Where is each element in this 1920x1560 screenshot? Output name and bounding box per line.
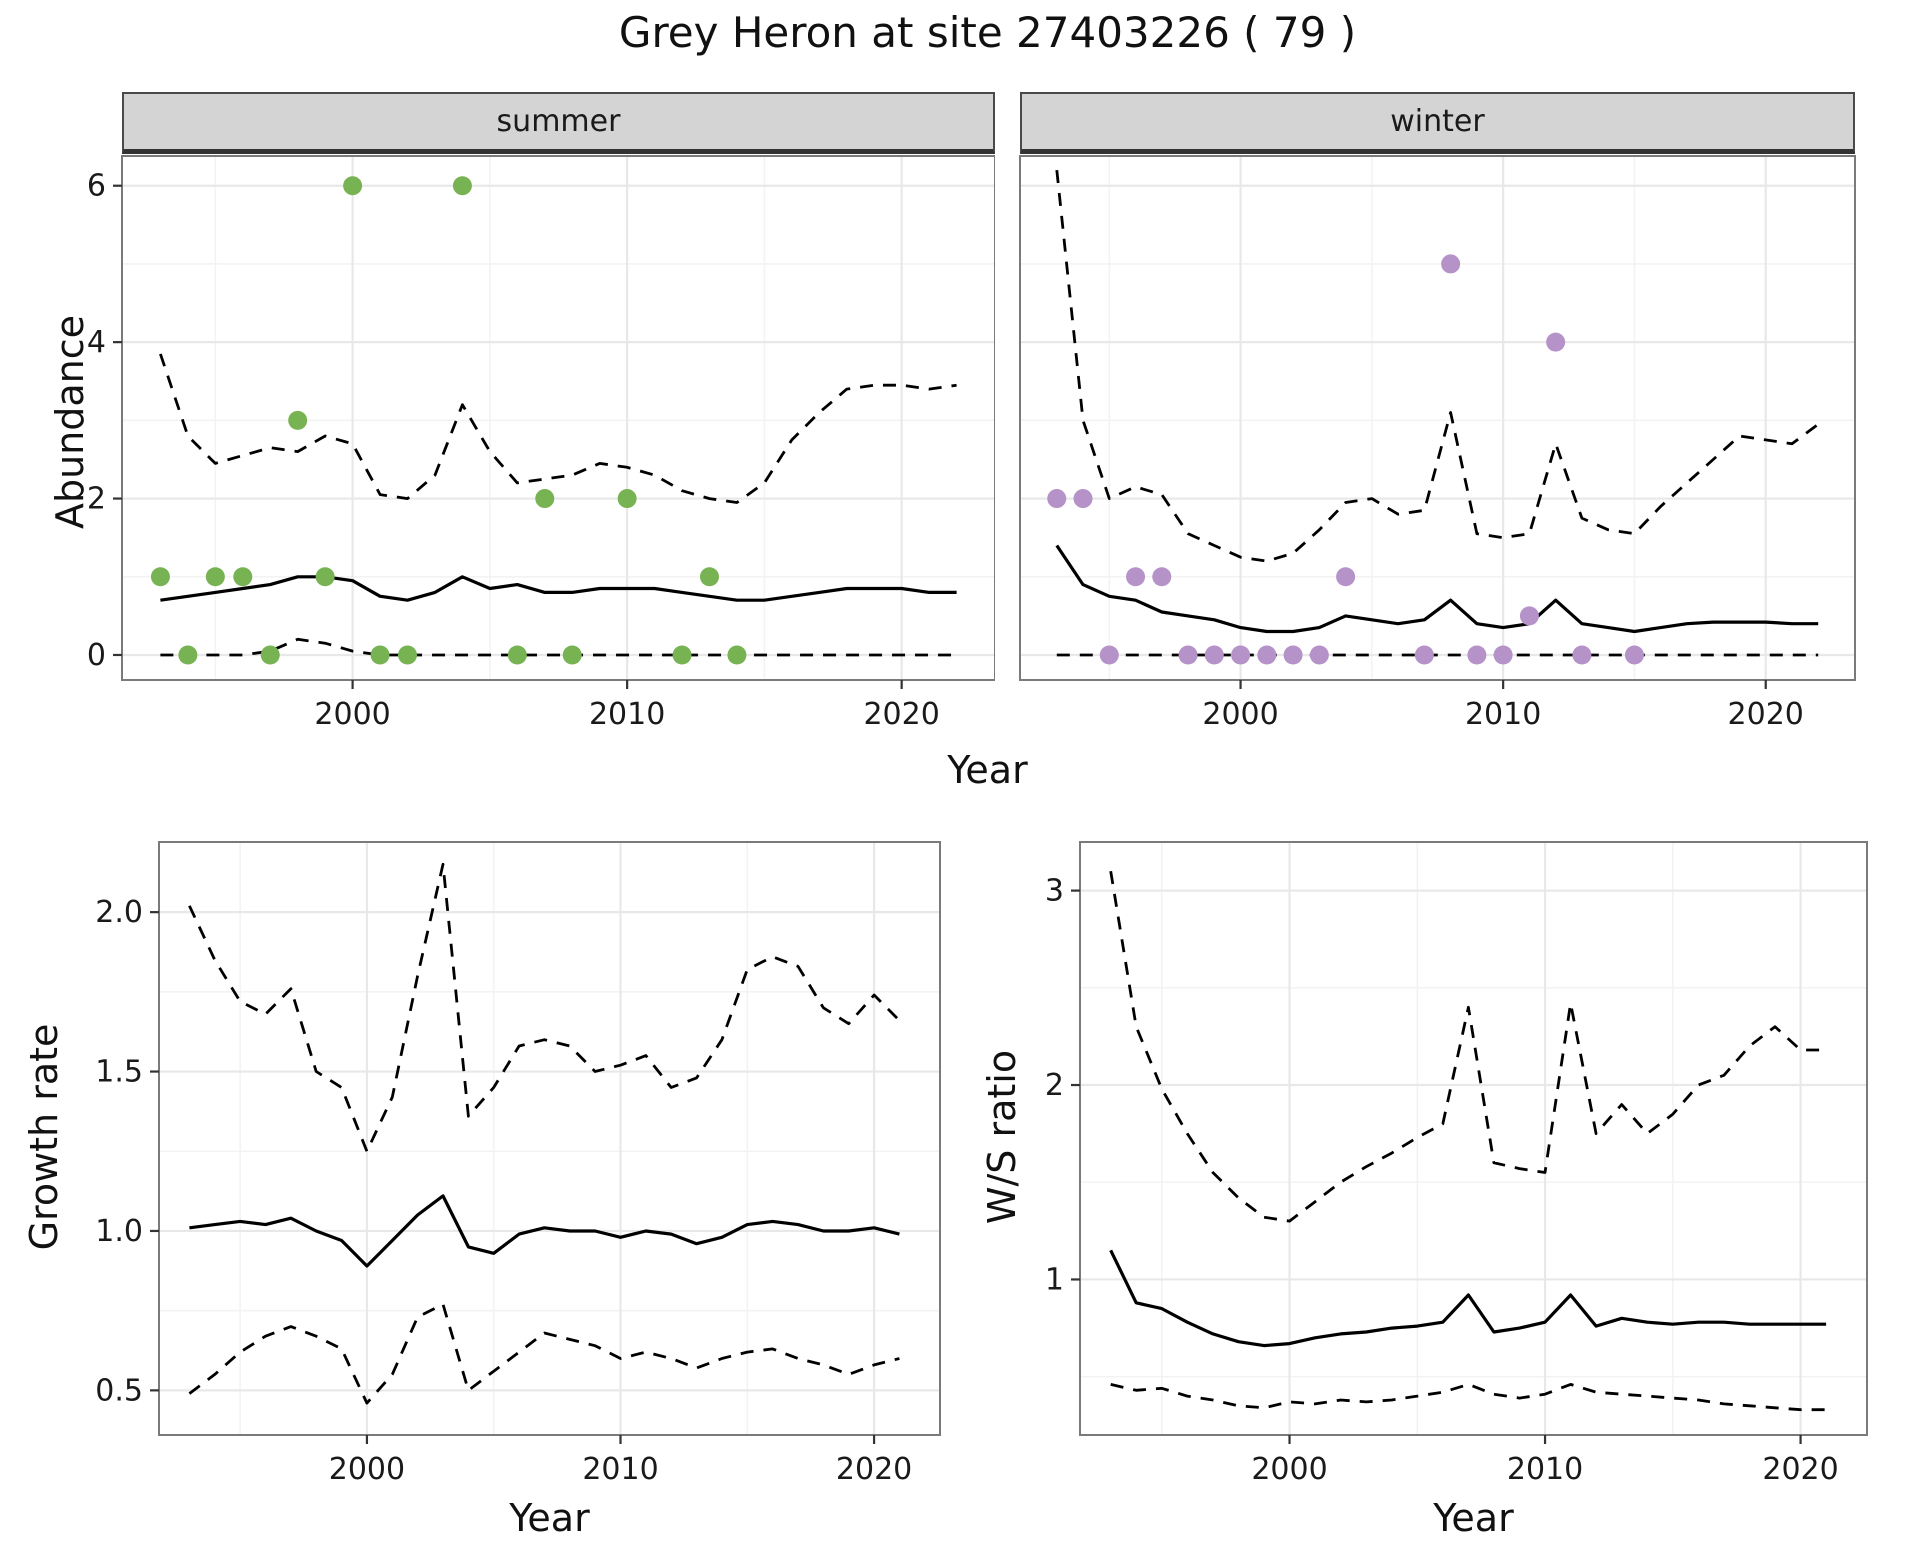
svg-text:2020: 2020	[836, 1452, 912, 1487]
svg-text:0.5: 0.5	[95, 1373, 143, 1408]
svg-text:2000: 2000	[1251, 1452, 1327, 1487]
svg-text:2010: 2010	[582, 1452, 658, 1487]
svg-text:1.0: 1.0	[95, 1214, 143, 1249]
abundance-axis-label: Abundance	[48, 314, 92, 530]
svg-text:2000: 2000	[1202, 697, 1278, 732]
svg-text:2010: 2010	[1507, 1452, 1583, 1487]
svg-text:0: 0	[87, 638, 106, 673]
svg-text:2: 2	[87, 482, 106, 517]
svg-text:1.5: 1.5	[95, 1055, 143, 1090]
svg-text:2020: 2020	[1762, 1452, 1838, 1487]
facet-strip-winter: winter	[1020, 92, 1855, 154]
svg-text:2010: 2010	[589, 697, 665, 732]
svg-text:1: 1	[1045, 1262, 1064, 1297]
svg-text:2000: 2000	[314, 697, 390, 732]
svg-text:2.0: 2.0	[95, 895, 143, 930]
growth-rate-axis-label: Growth rate	[22, 1023, 66, 1251]
summer-chart-svg: 2000 2010 2020 0 2 4 6	[87, 155, 996, 732]
growth-rate-panel: 2000 2010 2020 0.5 1.0 1.5 2.0	[89, 838, 950, 1492]
year-axis-label-growth: Year	[509, 1496, 590, 1540]
year-axis-label-ws: Year	[1433, 1496, 1514, 1540]
ws-ratio-panel: 2000 2010 2020 1 2 3	[1035, 838, 1871, 1492]
winter-abundance-panel: 2000 2010 2020	[1018, 154, 1863, 738]
svg-text:2010: 2010	[1465, 697, 1541, 732]
svg-text:2000: 2000	[329, 1452, 405, 1487]
ws-chart-svg: 2000 2010 2020 1 2 3	[1045, 841, 1868, 1487]
svg-text:2020: 2020	[863, 697, 939, 732]
svg-text:4: 4	[87, 325, 106, 360]
ws-ratio-axis-label: W/S ratio	[980, 1049, 1024, 1225]
svg-text:6: 6	[87, 169, 106, 204]
winter-chart-svg: 2000 2010 2020	[1019, 155, 1856, 732]
growth-chart-svg: 2000 2010 2020 0.5 1.0 1.5 2.0	[95, 841, 941, 1487]
svg-text:2: 2	[1045, 1068, 1064, 1103]
svg-text:2020: 2020	[1728, 697, 1804, 732]
figure-title: Grey Heron at site 27403226 ( 79 )	[618, 8, 1357, 57]
year-axis-label-top: Year	[947, 748, 1028, 792]
summer-abundance-panel: 2000 2010 2020 0 2 4 6	[62, 154, 996, 738]
facet-strip-summer: summer	[122, 92, 995, 154]
svg-text:3: 3	[1045, 874, 1064, 909]
